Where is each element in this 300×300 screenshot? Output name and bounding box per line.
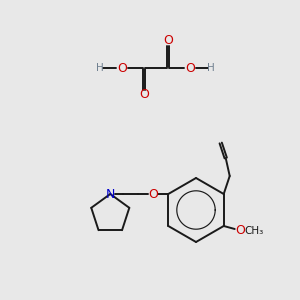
Text: N: N [106, 188, 115, 200]
Text: O: O [148, 188, 158, 200]
Text: O: O [117, 61, 127, 74]
Text: H: H [96, 63, 104, 73]
Text: O: O [185, 61, 195, 74]
Text: CH₃: CH₃ [244, 226, 263, 236]
Text: H: H [207, 63, 215, 73]
Text: O: O [139, 88, 149, 101]
Text: O: O [235, 224, 245, 238]
Text: O: O [163, 34, 173, 47]
